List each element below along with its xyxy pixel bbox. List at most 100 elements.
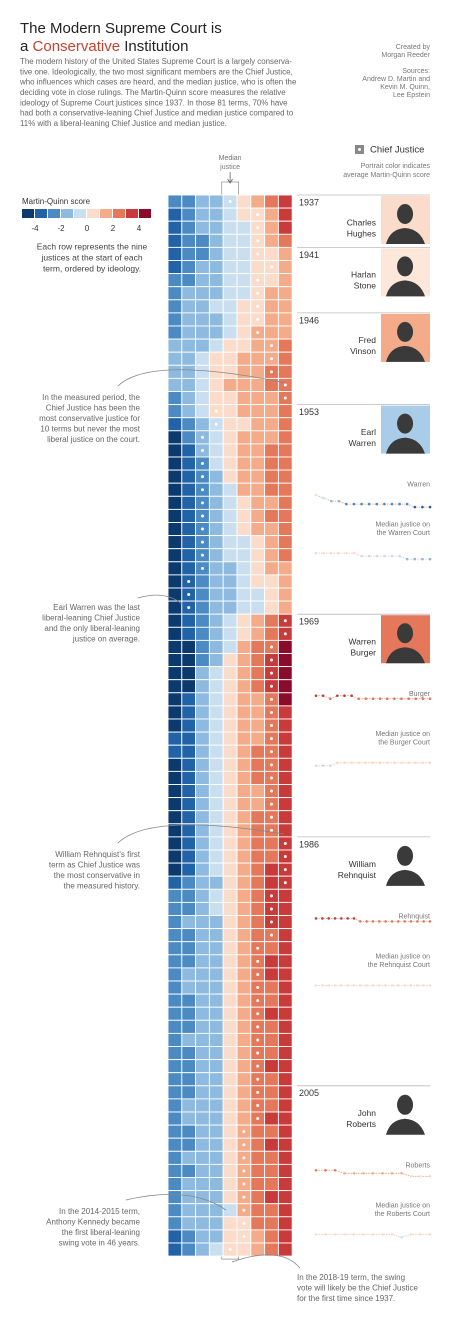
legend-swatch: [87, 209, 99, 218]
score-cell: [181, 888, 197, 903]
spark-point: [333, 917, 337, 920]
score-cell: [277, 901, 293, 916]
score-cell: [167, 1098, 183, 1113]
score-cell: [222, 862, 238, 877]
score-cell: [236, 666, 252, 681]
score-cell: [236, 246, 252, 261]
score-cell: [277, 692, 293, 707]
spark-point: [421, 761, 425, 764]
score-cell: [277, 1085, 293, 1100]
score-cell: [167, 325, 183, 340]
score-cell: [264, 1098, 279, 1113]
score-cell: [167, 718, 183, 733]
score-cell: [277, 731, 293, 746]
chief-dot: [270, 763, 273, 767]
chief-dot: [201, 527, 204, 531]
score-cell: [195, 901, 210, 916]
spark-point: [321, 694, 325, 697]
spark-point: [428, 1233, 432, 1236]
chief-dot: [228, 1248, 232, 1252]
title-highlight: Conservative: [33, 38, 121, 55]
spark-point: [428, 697, 432, 700]
portrait-figure: [386, 623, 425, 664]
score-cell: [222, 1150, 238, 1165]
spark-point: [352, 1172, 356, 1175]
score-cell: [181, 469, 197, 484]
score-cell: [277, 286, 293, 301]
score-cell: [264, 941, 279, 956]
score-cell: [222, 941, 238, 956]
chief-dot: [270, 933, 273, 937]
chief-year: 1986: [299, 839, 319, 849]
spark-point: [378, 984, 381, 987]
callout-line: [125, 1193, 227, 1211]
spark-point: [400, 697, 403, 700]
score-cell: [277, 1111, 293, 1126]
chief-dot: [270, 710, 273, 714]
score-cell: [236, 1085, 252, 1100]
portrait-figure: [386, 413, 425, 454]
score-cell: [208, 1072, 224, 1087]
score-cell: [208, 810, 224, 825]
score-cell: [167, 692, 183, 707]
score-cell: [264, 299, 279, 314]
score-cell: [181, 928, 197, 943]
score-cell: [181, 797, 197, 812]
score-cell: [264, 286, 279, 301]
score-cell: [250, 404, 266, 419]
paragraph-line: ideology of Supreme Court justices since…: [20, 98, 288, 107]
score-cell: [222, 1032, 238, 1047]
spark-point: [407, 761, 410, 764]
score-cell: [264, 1216, 279, 1231]
score-cell: [222, 980, 238, 995]
score-cell: [208, 626, 224, 641]
score-cell: [181, 705, 197, 720]
score-cell: [277, 273, 293, 288]
score-cell: [277, 260, 293, 275]
median-line-label: the Burger Court: [378, 740, 430, 747]
score-cell: [195, 1124, 210, 1139]
chief-dot: [270, 344, 273, 348]
score-cell: [208, 1137, 224, 1152]
score-cell: [250, 1124, 266, 1139]
spark-point: [360, 554, 363, 558]
score-cell: [250, 338, 266, 353]
score-cell: [236, 1046, 252, 1061]
score-cell: [277, 705, 293, 720]
spark-point: [393, 697, 396, 700]
chief-dot: [256, 1117, 260, 1121]
score-cell: [222, 1072, 238, 1087]
score-cell: [264, 1124, 279, 1139]
legend-swatch: [126, 209, 138, 218]
score-cell: [195, 993, 210, 1008]
score-cell: [167, 757, 183, 772]
legend-swatch: [100, 209, 112, 218]
score-cell: [208, 548, 224, 563]
paragraph-line: 11% with a liberal-leaning Chief Justice…: [20, 119, 227, 128]
score-cell: [277, 522, 293, 537]
spark-point: [416, 984, 419, 987]
portrait-figure: [386, 1094, 425, 1135]
score-cell: [195, 626, 210, 641]
score-cell: [236, 613, 252, 628]
score-cell: [195, 194, 210, 209]
spark-point: [333, 1169, 337, 1172]
score-cell: [195, 967, 210, 982]
score-cell: [195, 915, 210, 930]
score-cell: [181, 626, 197, 641]
spark-point: [340, 917, 343, 920]
score-cell: [167, 207, 183, 222]
chief-first: Warren: [348, 636, 376, 646]
chief-dot: [270, 370, 273, 374]
score-cell: [277, 482, 293, 497]
score-cell: [208, 443, 224, 458]
score-cell: [222, 901, 238, 916]
score-cell: [208, 862, 224, 877]
score-cell: [222, 1019, 238, 1034]
score-cell: [264, 325, 279, 340]
spark-point: [328, 697, 332, 700]
chief-dot: [270, 789, 273, 793]
score-cell: [181, 377, 197, 392]
score-cell: [167, 508, 183, 523]
score-cell: [222, 954, 238, 969]
